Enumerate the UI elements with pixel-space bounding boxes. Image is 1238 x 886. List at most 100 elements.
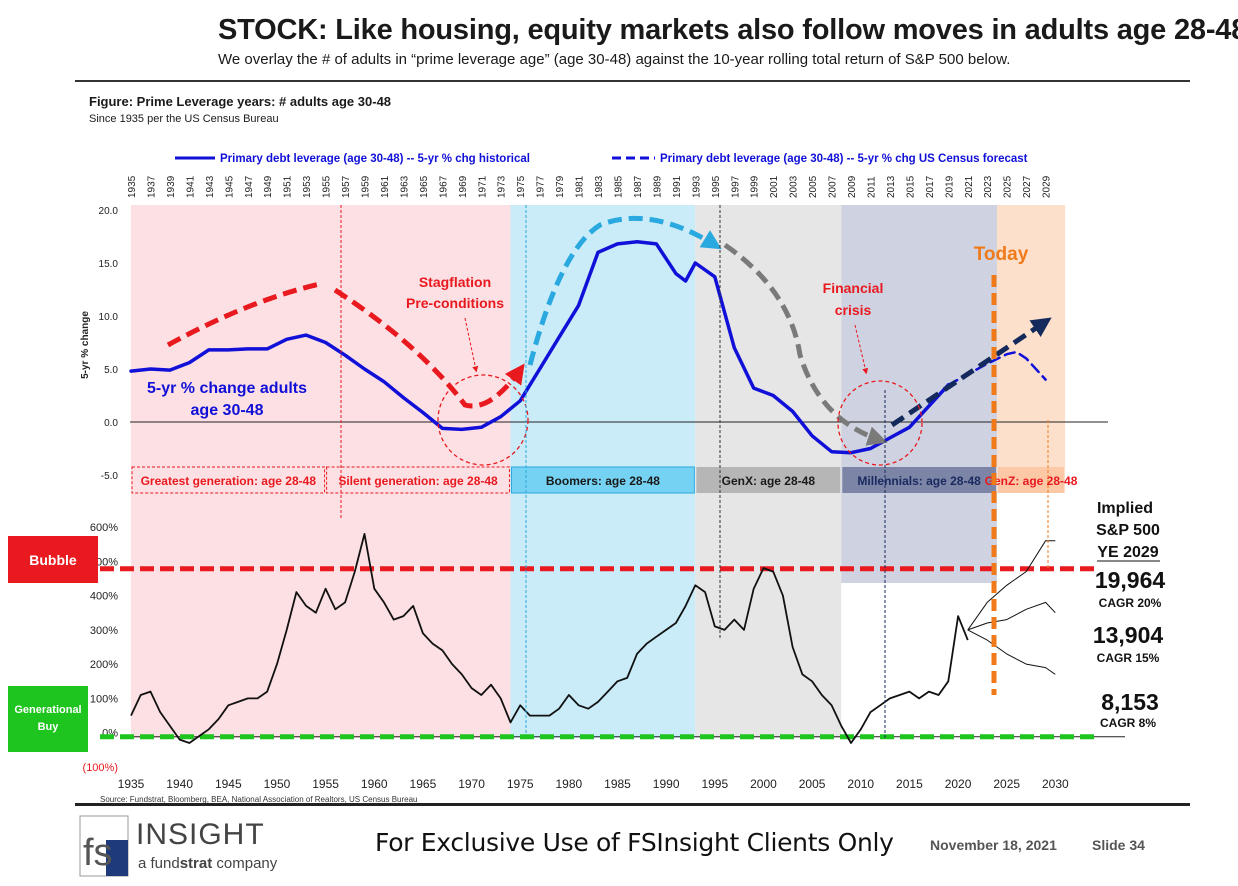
source-note: Source: Fundstrat, Bloomberg, BEA, Natio… bbox=[100, 795, 418, 804]
top-x-tick-1947: 1947 bbox=[244, 175, 255, 198]
implied-sp500-panel: Implied S&P 500 YE 2029 19,964 CAGR 20% … bbox=[1093, 500, 1166, 730]
top-x-tick-1989: 1989 bbox=[652, 175, 663, 198]
top-x-tick-2005: 2005 bbox=[808, 175, 819, 198]
top-x-tick-1995: 1995 bbox=[711, 175, 722, 198]
top-x-tick-1977: 1977 bbox=[536, 175, 547, 198]
top-x-tick-1945: 1945 bbox=[224, 175, 235, 198]
top-x-tick-1959: 1959 bbox=[361, 175, 372, 198]
top-x-tick-2001: 2001 bbox=[769, 175, 780, 198]
band-top-2 bbox=[510, 205, 696, 493]
generation-label-3: GenX: age 28-48 bbox=[722, 474, 816, 488]
bottom-x-tick-1990: 1990 bbox=[653, 777, 680, 791]
implied-level-2: 13,904 bbox=[1093, 622, 1164, 648]
legend-historical-label: Primary debt leverage (age 30-48) -- 5-y… bbox=[220, 153, 530, 165]
crisis-pointer bbox=[854, 324, 869, 375]
exclusive-notice: For Exclusive Use of FSInsight Clients O… bbox=[375, 828, 894, 857]
top-x-tick-1969: 1969 bbox=[458, 175, 469, 198]
bottom-x-tick-1945: 1945 bbox=[215, 777, 242, 791]
bottom-x-tick-1935: 1935 bbox=[118, 777, 145, 791]
slide-number: Slide 34 bbox=[1092, 837, 1145, 853]
top-x-tick-1967: 1967 bbox=[438, 175, 449, 198]
svg-text:INSIGHT: INSIGHT bbox=[136, 818, 265, 851]
top-x-tick-2027: 2027 bbox=[1022, 175, 1033, 198]
top-x-tick-1983: 1983 bbox=[594, 175, 605, 198]
top-x-tick-1991: 1991 bbox=[672, 175, 683, 198]
top-x-tick-2021: 2021 bbox=[964, 175, 975, 198]
top-y-tick-5: -5.0 bbox=[101, 471, 119, 482]
top-x-tick-2017: 2017 bbox=[925, 175, 936, 198]
generational-buy-badge: Generational Buy bbox=[8, 686, 88, 752]
top-series-historical bbox=[129, 240, 951, 455]
implied-title-1: Implied bbox=[1097, 500, 1153, 517]
legend-forecast-label: Primary debt leverage (age 30-48) -- 5-y… bbox=[660, 153, 1028, 165]
genx-trend-arrow bbox=[723, 242, 888, 446]
generation-label-4: Millennials: age 28-48 bbox=[857, 474, 981, 488]
top-y-tick-labels: 20.0 15.0 10.0 5.0 0.0 -5.0 bbox=[99, 206, 119, 482]
bottom-x-tick-1980: 1980 bbox=[555, 777, 582, 791]
crisis-label-line2: crisis bbox=[835, 302, 872, 318]
generation-box-0 bbox=[131, 466, 326, 494]
generation-box-2 bbox=[510, 466, 695, 494]
bubble-badge: Bubble bbox=[8, 536, 98, 583]
top-x-tick-1987: 1987 bbox=[633, 175, 644, 198]
top-x-tick-1999: 1999 bbox=[750, 175, 761, 198]
top-x-tick-1973: 1973 bbox=[497, 175, 508, 198]
bottom-series-0 bbox=[130, 533, 969, 744]
generation-box-5 bbox=[997, 467, 1065, 493]
svg-text:a fundstrat company: a fundstrat company bbox=[138, 855, 278, 872]
top-x-tick-1971: 1971 bbox=[477, 175, 488, 198]
top-x-tick-1979: 1979 bbox=[555, 175, 566, 198]
annotation-labels: 5-yr % change adults age 30-48 Stagflati… bbox=[147, 244, 1029, 419]
top-x-tick-1975: 1975 bbox=[516, 175, 527, 198]
top-x-tick-1965: 1965 bbox=[419, 175, 430, 198]
top-y-tick-4: 0.0 bbox=[104, 418, 118, 429]
bottom-y-tick-4: 200% bbox=[90, 659, 118, 671]
top-x-tick-1997: 1997 bbox=[730, 175, 741, 198]
bottom-x-tick-1955: 1955 bbox=[312, 777, 339, 791]
today-label: Today bbox=[974, 244, 1029, 265]
crisis-circle bbox=[837, 380, 923, 466]
greatest-trend-arrow bbox=[166, 281, 321, 348]
top-x-tick-1935: 1935 bbox=[127, 175, 138, 198]
bottom-x-tick-1950: 1950 bbox=[264, 777, 291, 791]
generation-box-4 bbox=[842, 467, 996, 493]
footer-divider bbox=[75, 803, 1190, 806]
generation-label-2: Boomers: age 28-48 bbox=[546, 474, 660, 488]
series-lines bbox=[100, 240, 1100, 744]
millennial-trend-arrow bbox=[890, 317, 1052, 428]
top-x-tick-1943: 1943 bbox=[205, 175, 216, 198]
implied-level-1: 19,964 bbox=[1095, 567, 1166, 593]
top-x-tick-2019: 2019 bbox=[944, 175, 955, 198]
band-bottom-3 bbox=[695, 493, 842, 738]
chart-legend: Primary debt leverage (age 30-48) -- 5-y… bbox=[175, 153, 1028, 165]
bottom-x-tick-1960: 1960 bbox=[361, 777, 388, 791]
top-x-tick-1985: 1985 bbox=[614, 175, 625, 198]
top-x-tick-1961: 1961 bbox=[380, 175, 391, 198]
bottom-x-tick-2005: 2005 bbox=[799, 777, 826, 791]
top-x-tick-2003: 2003 bbox=[789, 175, 800, 198]
band-bottom-0 bbox=[131, 493, 326, 738]
generation-label-0: Greatest generation: age 28-48 bbox=[141, 474, 317, 488]
top-x-tick-labels: 1935 1937 1939 1941 1943 1945 1947 1949 1951 1953… bbox=[127, 175, 1053, 198]
bottom-series-3 bbox=[967, 629, 1056, 675]
bottom-y-tick-5: 100% bbox=[90, 693, 118, 705]
implied-level-3: 8,153 bbox=[1101, 689, 1159, 715]
generation-labels: Greatest generation: age 28-48 Silent gen… bbox=[131, 466, 1078, 494]
top-x-tick-2023: 2023 bbox=[983, 175, 994, 198]
top-x-tick-2029: 2029 bbox=[1042, 175, 1053, 198]
generation-box-1 bbox=[326, 466, 510, 494]
top-x-tick-1981: 1981 bbox=[575, 175, 586, 198]
slide-date: November 18, 2021 bbox=[930, 837, 1057, 853]
top-x-tick-1993: 1993 bbox=[691, 175, 702, 198]
band-top-3 bbox=[695, 205, 842, 493]
top-x-tick-2007: 2007 bbox=[828, 175, 839, 198]
implied-cagr-1: CAGR 20% bbox=[1099, 596, 1162, 610]
silent-trend-arrow bbox=[333, 287, 525, 409]
generation-label-1: Silent generation: age 28-48 bbox=[338, 474, 498, 488]
top-x-tick-1951: 1951 bbox=[283, 175, 294, 198]
header-divider bbox=[75, 80, 1190, 82]
bottom-y-tick-0: 600% bbox=[90, 522, 118, 534]
top-x-tick-1939: 1939 bbox=[166, 175, 177, 198]
top-x-tick-2009: 2009 bbox=[847, 175, 858, 198]
bottom-x-tick-1970: 1970 bbox=[458, 777, 485, 791]
